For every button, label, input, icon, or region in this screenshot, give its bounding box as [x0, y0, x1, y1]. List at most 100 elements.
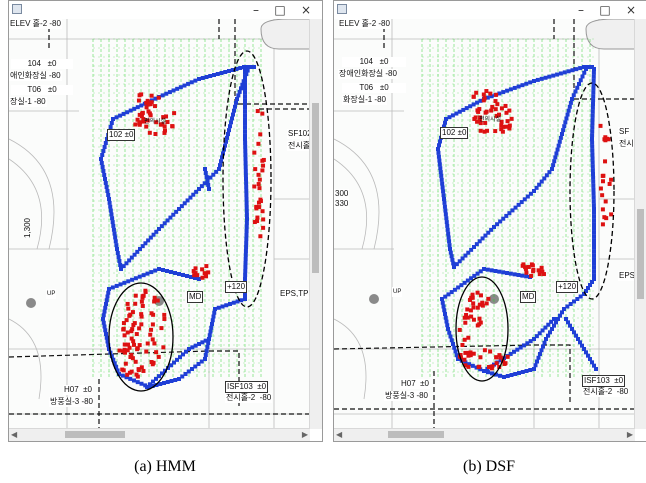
- path-marker: [149, 270, 154, 275]
- maximize-button[interactable]: □: [274, 3, 286, 17]
- path-marker: [452, 287, 457, 292]
- label-up: UP: [392, 287, 403, 297]
- position-marker: [162, 130, 167, 135]
- vertical-scroll-thumb[interactable]: [637, 209, 644, 299]
- position-marker: [482, 96, 487, 101]
- maximize-button[interactable]: □: [599, 3, 611, 17]
- scroll-left-icon[interactable]: ◀: [11, 430, 18, 439]
- path-marker: [580, 343, 584, 348]
- horizontal-scrollbar[interactable]: ◀ ▶: [9, 428, 310, 441]
- path-marker: [591, 199, 596, 204]
- path-marker: [252, 65, 256, 69]
- position-marker: [529, 262, 534, 267]
- path-marker: [139, 103, 144, 108]
- path-marker: [443, 294, 448, 299]
- path-marker: [590, 148, 595, 153]
- close-button[interactable]: ×: [300, 3, 312, 17]
- path-marker: [169, 270, 173, 274]
- scroll-left-icon[interactable]: ◀: [336, 430, 343, 439]
- path-marker: [159, 224, 164, 229]
- horizontal-scroll-thumb[interactable]: [65, 431, 125, 438]
- position-marker: [458, 355, 463, 360]
- floorplan-viewport[interactable]: ELEV 홀-2 -80 104 ±0 장애인화장실 -80 T06 ±0 화장…: [334, 19, 635, 429]
- position-marker: [472, 116, 477, 121]
- path-marker: [575, 85, 580, 90]
- path-marker: [165, 218, 170, 223]
- horizontal-scroll-thumb[interactable]: [388, 431, 444, 438]
- label-wind-room: 방풍실-3 -80: [49, 397, 94, 407]
- path-marker: [592, 67, 596, 71]
- path-marker: [475, 100, 480, 105]
- close-button[interactable]: ×: [625, 3, 637, 17]
- path-marker: [153, 96, 158, 101]
- scroll-right-icon[interactable]: ▶: [301, 430, 308, 439]
- path-marker: [549, 319, 554, 324]
- path-marker: [138, 247, 142, 251]
- position-marker: [162, 316, 167, 321]
- vertical-scroll-thumb[interactable]: [312, 103, 319, 273]
- path-marker: [537, 331, 542, 336]
- position-marker: [255, 109, 260, 114]
- path-marker: [591, 70, 596, 75]
- path-marker: [225, 135, 229, 140]
- path-marker: [555, 147, 560, 152]
- path-marker: [471, 102, 476, 107]
- path-marker: [106, 343, 111, 348]
- path-marker: [591, 183, 596, 188]
- position-marker: [462, 357, 467, 362]
- path-marker: [447, 330, 452, 335]
- path-marker: [465, 278, 470, 283]
- path-marker: [565, 304, 570, 309]
- path-marker: [243, 67, 247, 71]
- path-marker: [203, 338, 208, 343]
- path-marker: [568, 302, 573, 306]
- position-marker: [526, 264, 531, 269]
- position-marker: [480, 300, 485, 305]
- path-marker: [564, 317, 568, 321]
- floorplan-viewport[interactable]: ELEV 홀-2 -80 104 ±0 애인화장실 -80 T06 ±0 장실-…: [9, 19, 310, 429]
- path-marker: [205, 179, 210, 183]
- label-md-level: +120: [225, 281, 248, 293]
- path-marker: [566, 108, 571, 113]
- path-marker: [542, 340, 547, 345]
- path-marker: [244, 233, 249, 237]
- path-marker: [439, 173, 444, 178]
- minimize-button[interactable]: –: [253, 3, 259, 17]
- scroll-right-icon[interactable]: ▶: [626, 430, 633, 439]
- horizontal-scrollbar[interactable]: ◀ ▶: [334, 428, 635, 441]
- path-marker: [501, 90, 506, 95]
- vertical-scrollbar[interactable]: [634, 19, 646, 429]
- position-marker: [483, 110, 488, 115]
- path-marker: [99, 161, 104, 165]
- label-elev-hall: ELEV 홀-2 -80: [338, 19, 391, 29]
- minimize-button[interactable]: –: [578, 3, 584, 17]
- position-marker: [258, 132, 263, 137]
- path-marker: [442, 124, 446, 129]
- path-marker: [592, 218, 596, 223]
- path-marker: [232, 108, 236, 113]
- path-marker: [513, 372, 518, 376]
- path-marker: [532, 79, 536, 83]
- path-marker: [107, 200, 112, 205]
- position-marker: [252, 184, 257, 189]
- path-marker: [243, 129, 247, 134]
- position-marker: [134, 332, 139, 337]
- position-marker: [605, 136, 610, 141]
- position-marker: [499, 123, 504, 128]
- path-marker: [452, 265, 456, 269]
- path-marker: [197, 187, 201, 191]
- position-marker: [140, 110, 145, 115]
- position-marker: [130, 327, 135, 332]
- position-marker: [256, 182, 261, 187]
- vertical-scrollbar[interactable]: [309, 19, 322, 429]
- path-marker: [108, 204, 113, 209]
- path-marker: [570, 97, 574, 101]
- position-marker: [494, 92, 499, 97]
- path-marker: [177, 377, 181, 381]
- path-marker: [121, 264, 126, 269]
- path-marker: [532, 337, 536, 341]
- path-marker: [551, 73, 556, 78]
- path-marker: [177, 207, 181, 211]
- label-sf102-name: 전시홀-: [287, 141, 310, 151]
- path-marker: [146, 238, 151, 243]
